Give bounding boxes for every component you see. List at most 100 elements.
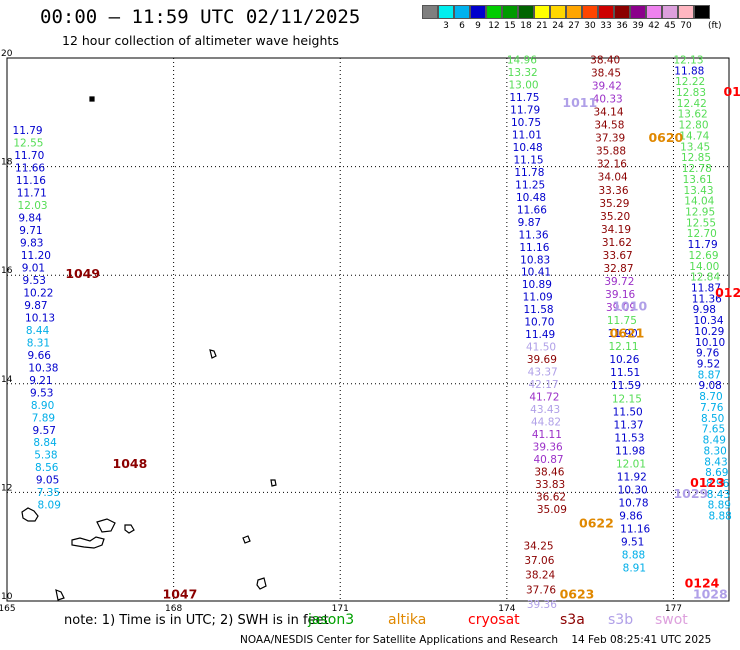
wave-height-value: 11.75 [607, 315, 637, 327]
wave-height-value: 32.87 [603, 263, 633, 275]
wave-height-value: 44.82 [531, 417, 561, 429]
wave-height-value: 7.35 [37, 487, 60, 499]
wave-height-value: 11.88 [674, 65, 704, 77]
islands [21, 96, 277, 601]
wave-height-value: 11.15 [514, 154, 544, 166]
wave-height-value: 11.49 [525, 329, 555, 341]
wave-height-value: 11.75 [509, 92, 539, 104]
wave-height-value: 11.53 [614, 432, 644, 444]
wave-height-value: 9.84 [18, 212, 42, 224]
wave-height-value: 10.48 [516, 192, 546, 204]
wave-height-value: 8.30 [703, 445, 726, 457]
color-scale-label: 70 [680, 21, 692, 31]
lon-tick-label: 168 [165, 604, 182, 614]
wave-height-value: 5.38 [34, 450, 57, 462]
wave-height-value: 11.58 [524, 304, 554, 316]
wave-height-value: 12.03 [18, 200, 48, 212]
wave-height-value: 14.04 [684, 196, 714, 208]
wave-height-value: 12.95 [685, 206, 715, 218]
lon-tick-label: 174 [498, 604, 515, 614]
wave-height-value: 9.87 [24, 300, 47, 312]
wave-height-value: 10.83 [520, 254, 550, 266]
pass-label: 0123 [690, 475, 725, 490]
wave-height-value: 12.85 [681, 152, 711, 164]
color-scale-label: 36 [616, 21, 628, 31]
wave-height-value: 11.79 [510, 104, 540, 116]
island [256, 577, 267, 590]
island [124, 524, 135, 534]
wave-height-value: 8.44 [26, 325, 50, 337]
wave-height-value: 10.30 [618, 484, 648, 496]
satellite-legend-cryosat: cryosat [468, 612, 520, 628]
wave-height-value: 12.11 [608, 341, 638, 353]
color-scale-label: 15 [504, 21, 516, 31]
wave-height-value: 39.36 [527, 599, 557, 611]
wave-height-value: 38.45 [591, 67, 621, 79]
lat-tick-label: 14 [1, 375, 13, 385]
wave-height-value: 34.19 [601, 224, 631, 236]
lat-tick-label: 16 [1, 266, 13, 276]
wave-height-value: 8.31 [27, 337, 50, 349]
color-scale-swatch [582, 5, 598, 19]
wave-height-value: 11.71 [17, 187, 47, 199]
color-scale-swatch [550, 5, 566, 19]
island [89, 96, 95, 102]
color-scale-swatch [662, 5, 678, 19]
wave-height-value: 11.98 [615, 445, 645, 457]
wave-height-value: 34.04 [598, 172, 628, 184]
wave-height-value: 12.84 [690, 272, 720, 284]
wave-height-value: 14.96 [507, 54, 537, 66]
wave-height-value: 9.53 [30, 387, 53, 399]
wave-height-value: 13.00 [509, 79, 539, 91]
wave-height-value: 11.51 [610, 367, 640, 379]
page-subtitle: 12 hour collection of altimeter wave hei… [62, 33, 339, 48]
wave-height-value: 40.87 [534, 454, 564, 466]
wave-height-value: 11.87 [691, 282, 721, 294]
footer-credit: NOAA/NESDIS Center for Satellite Applica… [240, 634, 558, 646]
pass-label: 1029 [673, 486, 708, 501]
wave-height-value: 35.88 [596, 146, 626, 158]
wave-height-value: 12.55 [13, 138, 43, 150]
wave-height-value: 11.36 [519, 229, 549, 241]
wave-height-value: 8.43 [704, 456, 727, 468]
wave-height-value: 34.14 [593, 107, 623, 119]
pass-label: 0622 [579, 516, 614, 531]
color-scale-swatch [518, 5, 534, 19]
wave-height-value: 10.38 [28, 362, 58, 374]
wave-height-value: 41.11 [532, 429, 562, 441]
wave-height-value: 12.13 [673, 54, 703, 66]
wave-height-value: 11.66 [517, 204, 547, 216]
wave-height-value: 9.53 [23, 275, 46, 287]
color-scale-swatch [646, 5, 662, 19]
wave-height-value: 33.83 [535, 479, 565, 491]
wave-height-value: 8.84 [33, 437, 57, 449]
wave-height-value: 10.70 [524, 317, 554, 329]
wave-height-value: 8.88 [708, 511, 731, 523]
wave-height-value: 10.78 [618, 498, 648, 510]
wave-height-value: 12.78 [682, 163, 712, 175]
wave-height-value: 8.91 [623, 563, 646, 575]
wave-height-value: 9.21 [29, 375, 52, 387]
wave-height-value: 38.24 [525, 570, 555, 582]
wave-height-value: 8.49 [703, 435, 726, 447]
color-scale-label: 24 [552, 21, 564, 31]
color-scale-label: 39 [632, 21, 644, 31]
wave-height-value: 7.65 [702, 424, 725, 436]
wave-height-value: 9.98 [693, 304, 716, 316]
wave-height-value: 10.22 [23, 287, 53, 299]
wave-height-value: 8.69 [705, 467, 728, 479]
color-scale-label: 3 [443, 21, 449, 31]
map-grid [6, 57, 729, 602]
color-scale-swatch [598, 5, 614, 19]
wave-height-value: 34.58 [594, 120, 624, 132]
wave-height-value: 13.32 [508, 67, 538, 79]
wave-height-value: 10.75 [511, 117, 541, 129]
wave-height-value: 12.70 [687, 228, 717, 240]
wave-height-value: 8.90 [31, 400, 54, 412]
wave-height-value: 11.16 [620, 524, 650, 536]
page-title: 00:00 – 11:59 UTC 02/11/2025 [40, 6, 361, 28]
wave-height-value: 40.33 [593, 94, 623, 106]
wave-height-value: 11.79 [13, 125, 43, 137]
lon-tick-label: 177 [665, 604, 682, 614]
wave-height-value: 13.43 [683, 185, 713, 197]
